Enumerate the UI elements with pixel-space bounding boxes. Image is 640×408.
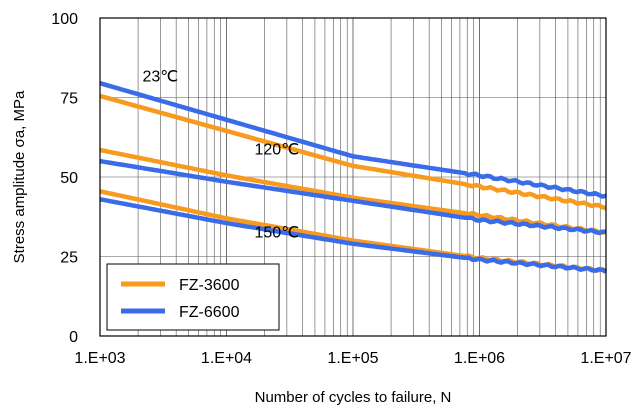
y-tick-label: 25 — [60, 250, 78, 267]
series-line-fz-6600-150c — [99, 197, 608, 274]
y-tick-label: 75 — [60, 91, 78, 108]
legend-label-fz-6600: FZ-6600 — [179, 304, 240, 321]
plot-frame — [99, 17, 607, 337]
temperature-label: 23℃ — [142, 69, 178, 86]
legend: FZ-3600 FZ-6600 — [106, 263, 280, 331]
y-axis-title: Stress amplitude σa, MPa — [11, 90, 28, 263]
legend-label-fz-3600: FZ-3600 — [179, 277, 240, 294]
series-line-fz-3600-120c — [99, 147, 607, 235]
x-tick-labels: 1.E+03 1.E+04 1.E+05 1.E+06 1.E+07 — [74, 350, 631, 367]
x-tick-label: 1.E+04 — [201, 350, 252, 367]
legend-box — [106, 263, 280, 331]
y-tick-label: 50 — [60, 170, 78, 187]
x-tick-label: 1.E+06 — [454, 350, 505, 367]
x-tick-label: 1.E+07 — [580, 350, 631, 367]
series-line-fz-3600-23c — [99, 93, 607, 211]
y-tick-labels: 0 25 50 75 100 — [51, 11, 78, 346]
series-line-fz-6600-23c — [99, 81, 607, 199]
grid — [100, 18, 606, 336]
temperature-label: 120℃ — [255, 142, 300, 159]
annotations: 23℃ 120℃ 150℃ — [142, 69, 299, 242]
temperature-label: 150℃ — [255, 224, 300, 241]
series-line-fz-6600-120c — [99, 158, 607, 236]
series-layer — [99, 81, 608, 274]
x-tick-label: 1.E+03 — [74, 350, 125, 367]
x-tick-label: 1.E+05 — [327, 350, 378, 367]
y-tick-label: 0 — [69, 329, 78, 346]
y-tick-label: 100 — [51, 11, 78, 28]
x-axis-title: Number of cycles to failure, N — [255, 389, 452, 406]
